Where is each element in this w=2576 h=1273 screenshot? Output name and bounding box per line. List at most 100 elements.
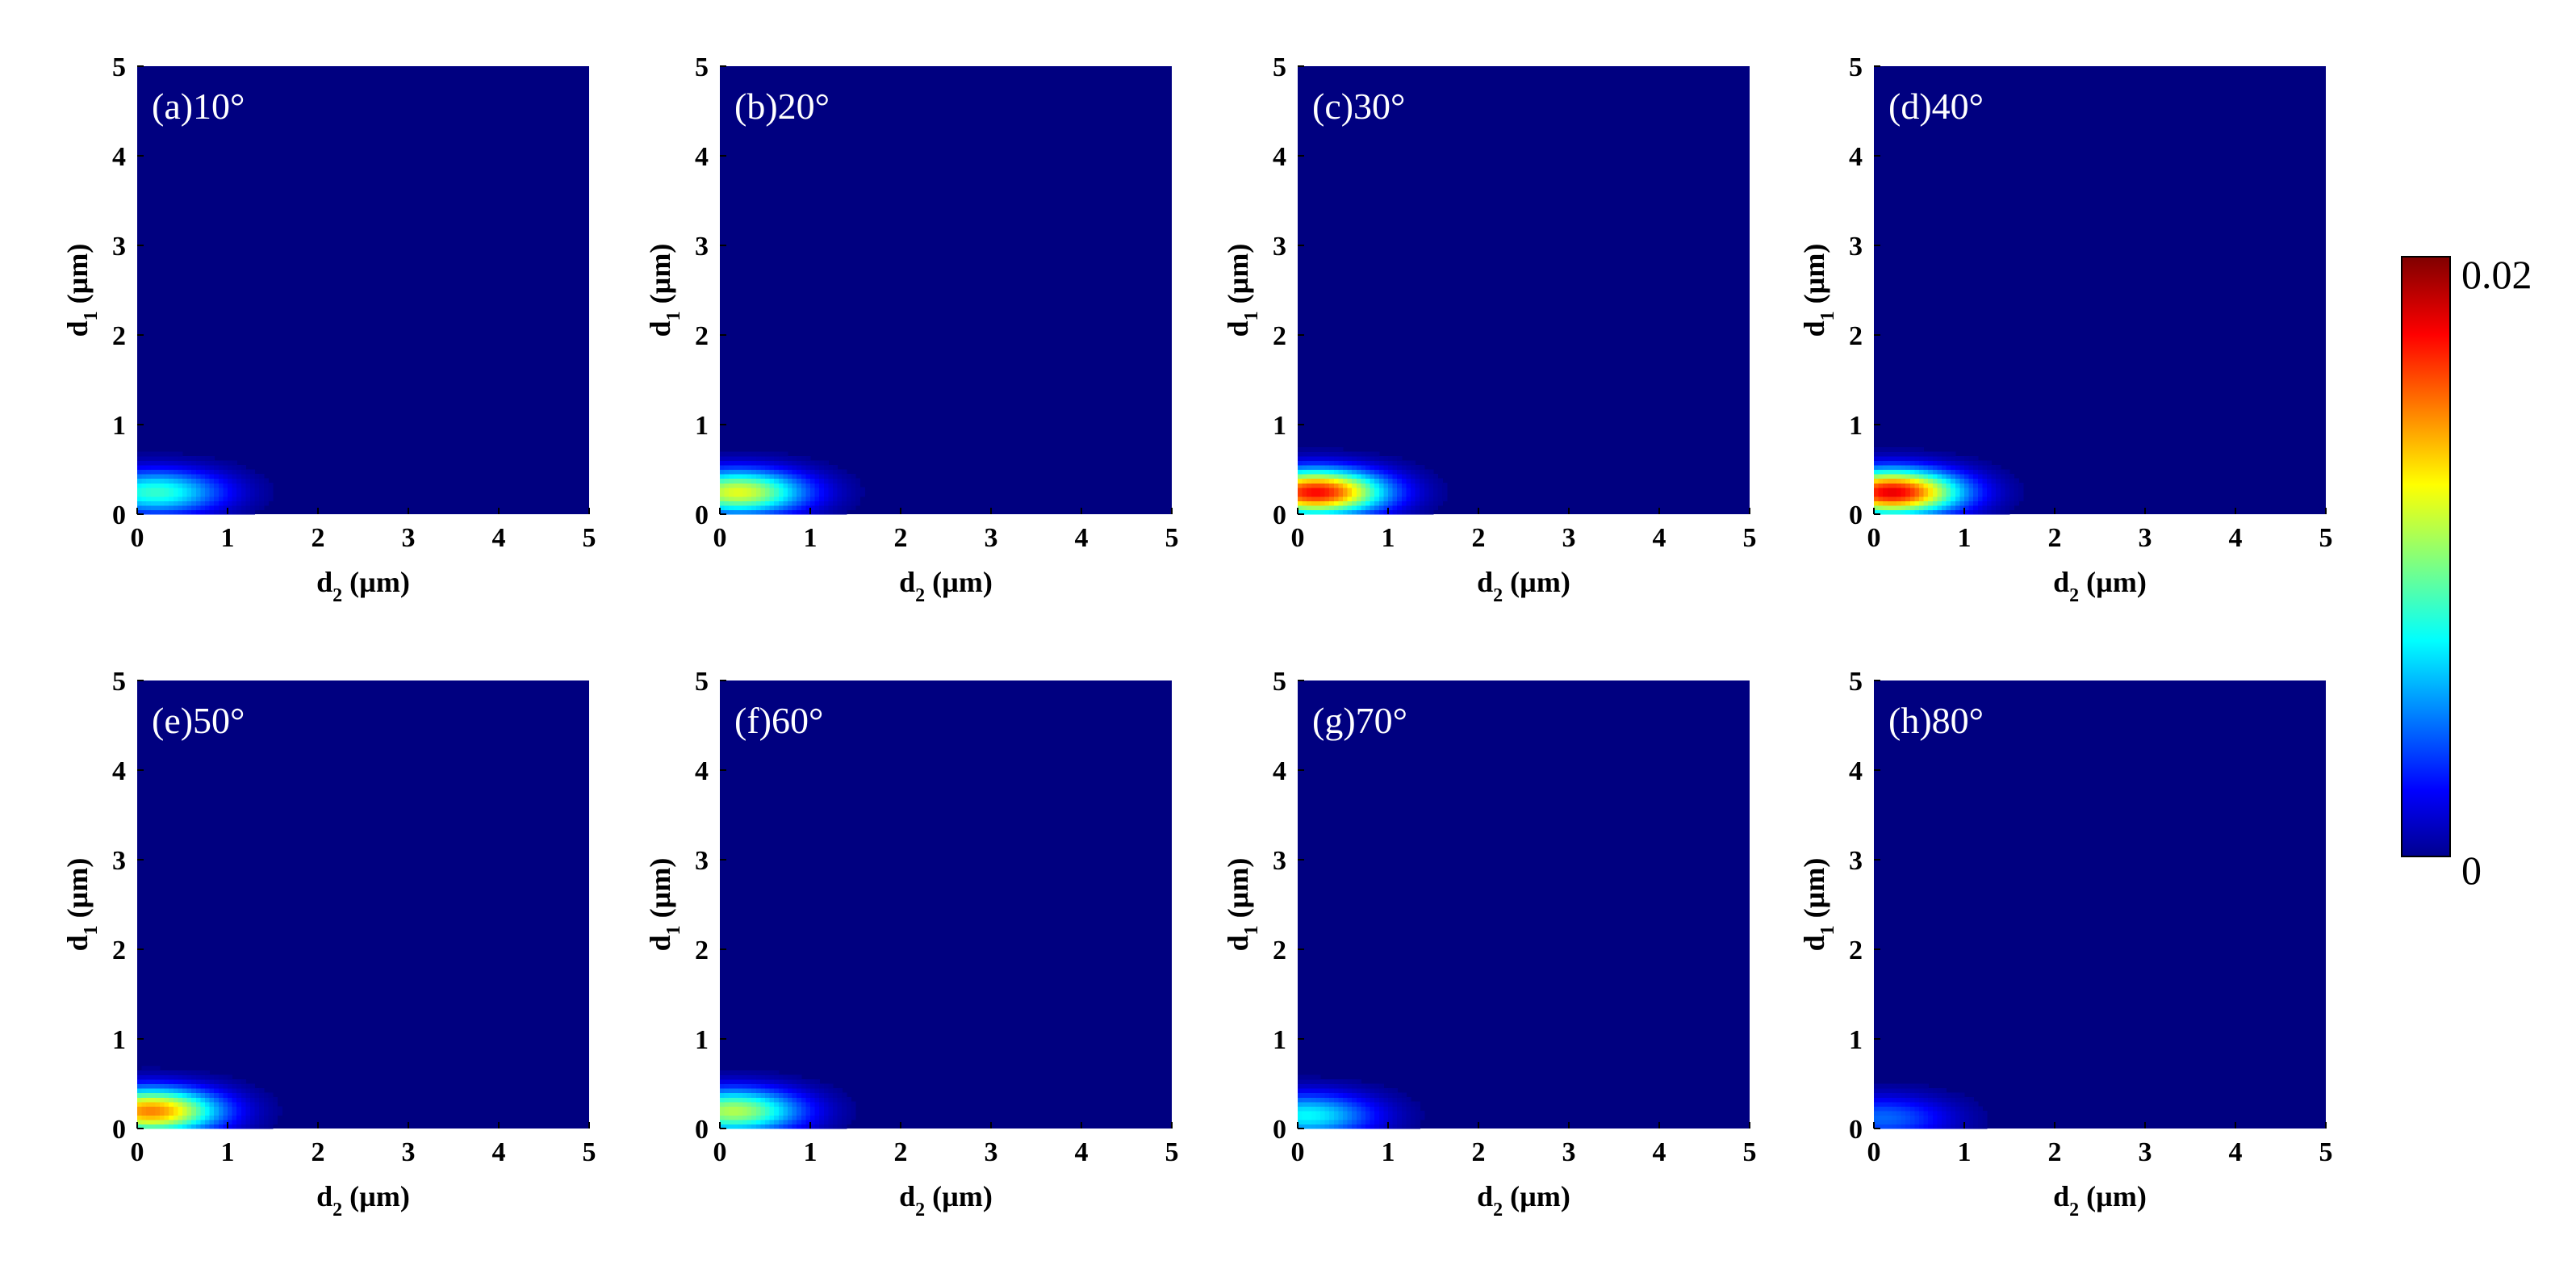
heatmap-cell xyxy=(1352,500,1357,506)
heatmap-cell xyxy=(1946,455,1951,461)
heatmap-cell xyxy=(1374,1115,1380,1120)
heatmap-cell xyxy=(1955,1101,1960,1107)
heatmap-cell xyxy=(720,1106,726,1112)
heatmap-cell xyxy=(828,1083,834,1089)
heatmap-cell xyxy=(760,1074,766,1080)
heatmap-cell xyxy=(254,492,260,497)
heatmap-cell xyxy=(729,460,734,466)
heatmap-cell xyxy=(1365,455,1371,461)
heatmap-cell xyxy=(141,1083,147,1089)
y-tick-label: 1 xyxy=(1273,411,1286,441)
heatmap-cell xyxy=(1388,487,1394,492)
heatmap-cell xyxy=(150,1097,156,1103)
heatmap-cell xyxy=(1987,469,1993,475)
heatmap-cell xyxy=(137,500,143,506)
heatmap-cell xyxy=(805,509,811,515)
heatmap-cell xyxy=(195,464,201,471)
heatmap-cell xyxy=(724,1078,730,1085)
heatmap-cell xyxy=(1914,478,1920,484)
heatmap-cell xyxy=(823,1088,829,1094)
heatmap-cell xyxy=(236,483,242,488)
heatmap-cell xyxy=(1996,500,2001,506)
heatmap-background xyxy=(1298,680,1750,1129)
heatmap-cell xyxy=(160,1070,165,1075)
heatmap-cell xyxy=(1374,469,1380,475)
heatmap-cell xyxy=(1388,1119,1394,1125)
heatmap-cell xyxy=(169,1101,174,1107)
heatmap-cell xyxy=(228,505,233,511)
heatmap-cell xyxy=(160,474,165,479)
heatmap-cell xyxy=(1352,478,1357,484)
heatmap-cell xyxy=(205,1106,211,1112)
heatmap-cell xyxy=(259,1115,265,1120)
heatmap-cell xyxy=(792,1110,797,1116)
heatmap-cell xyxy=(205,1124,211,1129)
heatmap-cell xyxy=(146,474,152,479)
heatmap-cell xyxy=(160,464,165,471)
heatmap-cell xyxy=(1320,1119,1326,1125)
heatmap-cell xyxy=(1311,1119,1316,1125)
heatmap-cell xyxy=(1919,509,1925,515)
heatmap-cell xyxy=(218,460,224,466)
heatmap-cell xyxy=(1914,492,1920,497)
heatmap-cell xyxy=(1406,1124,1411,1129)
heatmap-cell xyxy=(760,460,766,466)
heatmap-cell xyxy=(1324,469,1330,475)
heatmap-cell xyxy=(268,1119,274,1125)
heatmap-cell xyxy=(733,1092,738,1098)
heatmap-cell xyxy=(1932,1106,1938,1112)
heatmap-cell xyxy=(1388,1106,1394,1112)
heatmap-cell xyxy=(1923,487,1929,492)
heatmap-cell xyxy=(195,1124,201,1129)
heatmap-cell xyxy=(1964,500,1970,506)
heatmap-cell xyxy=(738,455,743,461)
heatmap-cell xyxy=(223,1097,228,1103)
heatmap-cell xyxy=(240,1106,246,1112)
x-axis-label: d2 (µm) xyxy=(899,566,993,606)
heatmap-cell xyxy=(746,509,752,515)
heatmap-cell xyxy=(182,1119,188,1125)
heatmap-cell xyxy=(1887,483,1892,488)
heatmap-cell xyxy=(1919,1092,1925,1098)
heatmap-cell xyxy=(837,496,843,501)
heatmap-cell xyxy=(223,1078,228,1085)
heatmap-cell xyxy=(778,1106,784,1112)
heatmap-cell xyxy=(1982,483,1988,488)
heatmap-cell xyxy=(1311,451,1316,457)
heatmap-cell xyxy=(1333,509,1339,515)
heatmap-cell xyxy=(720,1101,726,1107)
heatmap-cell xyxy=(178,483,183,488)
heatmap-cell xyxy=(214,1097,220,1103)
heatmap-cell xyxy=(783,505,788,511)
heatmap-cell xyxy=(738,451,743,457)
heatmap-cell xyxy=(837,1110,843,1116)
heatmap-cell xyxy=(1320,1124,1326,1129)
heatmap-cell xyxy=(191,1115,197,1120)
heatmap-cell xyxy=(214,1083,220,1089)
heatmap-cell xyxy=(236,1092,242,1098)
heatmap-cell xyxy=(819,1124,825,1129)
heatmap-cell xyxy=(1302,1092,1307,1098)
heatmap-cell xyxy=(186,1101,192,1107)
heatmap-cell xyxy=(240,1124,246,1129)
heatmap-cell xyxy=(205,1101,211,1107)
heatmap-cell xyxy=(1878,1101,1884,1107)
heatmap-cell xyxy=(1352,1101,1357,1107)
heatmap-cell xyxy=(1887,455,1892,461)
heatmap-cell xyxy=(1919,474,1925,479)
heatmap-cell xyxy=(1919,451,1925,457)
heatmap-cell xyxy=(1347,492,1353,497)
heatmap-cell xyxy=(1919,505,1925,511)
heatmap-cell xyxy=(1923,469,1929,475)
heatmap-cell xyxy=(842,492,847,497)
heatmap-cell xyxy=(1315,1110,1321,1116)
heatmap-cell xyxy=(778,455,784,461)
heatmap-cell xyxy=(1442,492,1448,497)
heatmap-cell xyxy=(223,1106,228,1112)
heatmap-cell xyxy=(268,487,274,492)
heatmap-cell xyxy=(195,455,201,461)
heatmap-cell xyxy=(191,455,197,461)
heatmap-cell xyxy=(1874,500,1880,506)
heatmap-cell xyxy=(1437,492,1443,497)
heatmap-cell xyxy=(1374,487,1380,492)
